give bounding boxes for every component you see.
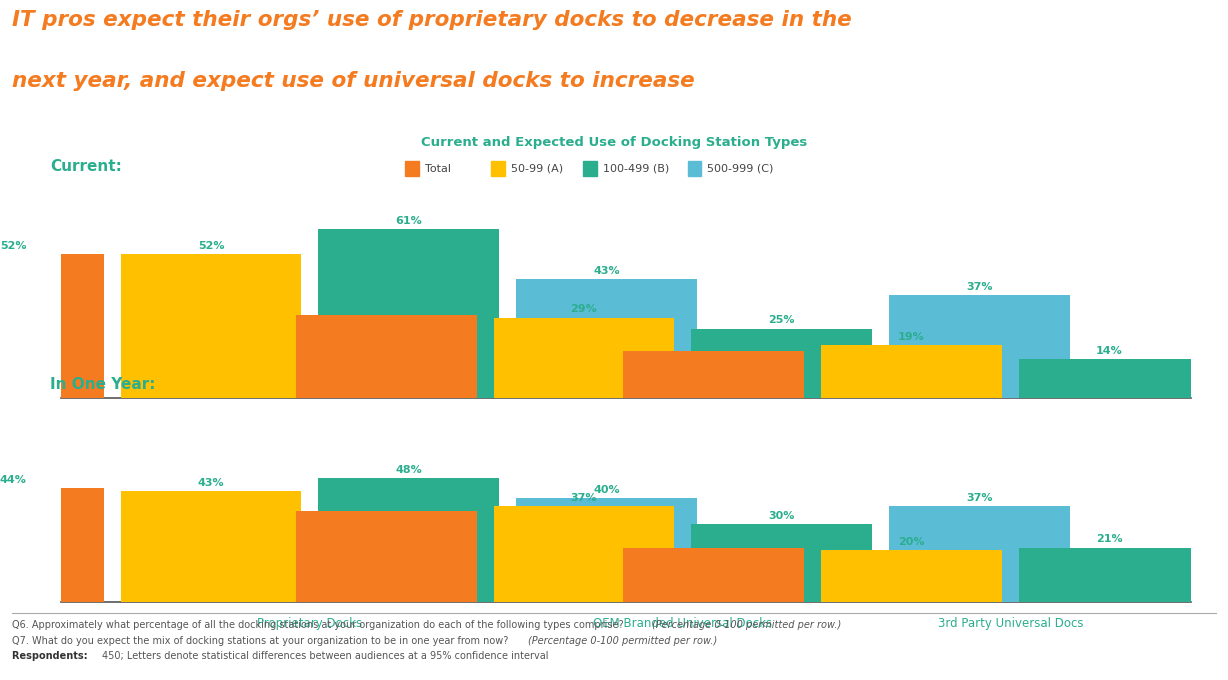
Bar [691,328,872,398]
Text: Current and Expected Use of Docking Station Types: Current and Expected Use of Docking Stat… [421,136,807,149]
Text: 500-999 (C): 500-999 (C) [707,164,774,173]
Text: 43%: 43% [198,477,225,488]
Bar [1217,545,1228,602]
Text: 44%: 44% [0,475,27,485]
Text: Total: Total [425,164,451,173]
Text: 48%: 48% [395,464,422,475]
Bar [624,351,804,398]
Text: 37%: 37% [966,493,992,503]
Text: OEM Branded Universal Docks: OEM Branded Universal Docks [593,414,772,428]
Text: 40%: 40% [593,486,620,495]
Text: 21%: 21% [700,534,727,545]
Text: 25%: 25% [769,316,795,325]
Bar [624,547,804,602]
Text: 19%: 19% [898,332,925,342]
Bar [296,511,476,602]
Bar [1217,345,1228,398]
Text: 50-99 (A): 50-99 (A) [511,164,562,173]
Text: 61%: 61% [395,216,422,226]
Text: 30%: 30% [769,511,795,521]
Text: 37%: 37% [571,493,597,503]
Text: 35%: 35% [373,498,399,508]
Bar [0,488,103,602]
Text: (Percentage 0-100 permitted per row.): (Percentage 0-100 permitted per row.) [652,620,841,630]
Text: Respondents:: Respondents: [12,651,91,662]
Text: 43%: 43% [593,266,620,275]
Text: 37%: 37% [966,282,992,292]
Text: 450; Letters denote statistical differences between audiences at a 95% confidenc: 450; Letters denote statistical differen… [102,651,549,662]
Text: 100-499 (B): 100-499 (B) [603,164,669,173]
Bar [0,254,103,398]
Text: AC: AC [402,342,416,352]
Text: OEM Branded Universal Docks: OEM Branded Universal Docks [593,617,772,630]
Text: Current:: Current: [50,159,122,174]
Bar [889,296,1070,398]
Bar [318,478,499,602]
Bar [120,254,301,398]
Bar [822,550,1002,602]
Text: 52%: 52% [198,241,225,251]
Text: 17%: 17% [700,337,727,347]
Text: IT pros expect their orgs’ use of proprietary docks to decrease in the: IT pros expect their orgs’ use of propri… [12,10,852,30]
Bar [494,318,674,398]
Text: 52%: 52% [0,241,27,251]
Text: next year, and expect use of universal docks to increase: next year, and expect use of universal d… [12,71,695,91]
Bar [120,491,301,602]
Text: 30%: 30% [373,301,399,311]
Bar [516,279,696,398]
Bar [318,229,499,398]
Text: Q6. Approximately what percentage of all the docking stations at your organizati: Q6. Approximately what percentage of all… [12,620,628,630]
Text: (Percentage 0-100 permitted per row.): (Percentage 0-100 permitted per row.) [528,636,717,646]
Text: AB: AB [971,362,987,372]
Text: 14%: 14% [1095,345,1122,356]
Text: Q7. What do you expect the mix of docking stations at your organization to be in: Q7. What do you expect the mix of dockin… [12,636,512,646]
Text: 20%: 20% [899,537,925,547]
Text: 3rd Party Universal Docs: 3rd Party Universal Docs [938,414,1083,428]
Bar [516,498,696,602]
Text: Proprietary Docks: Proprietary Docks [258,414,362,428]
Text: Proprietary Docks: Proprietary Docks [258,617,362,630]
Text: 29%: 29% [571,304,597,314]
Bar [1019,359,1200,398]
Text: 21%: 21% [1095,534,1122,545]
Bar [494,506,674,602]
Text: 3rd Party Universal Docs: 3rd Party Universal Docs [938,617,1083,630]
Bar [889,506,1070,602]
Bar [296,315,476,398]
Bar [691,524,872,602]
Bar [1019,547,1200,602]
Bar [822,345,1002,398]
Text: In One Year:: In One Year: [50,377,156,392]
